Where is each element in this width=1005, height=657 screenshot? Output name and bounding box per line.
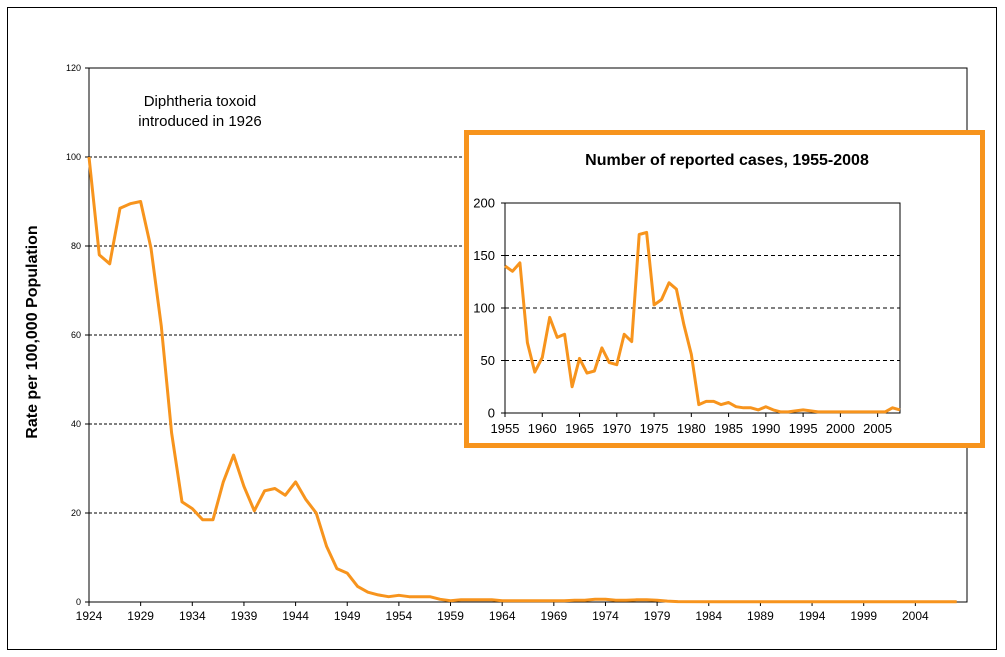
- chart-frame: [7, 7, 997, 650]
- inset-x-tick-label: 1970: [602, 421, 631, 436]
- annotation-line-1: Diphtheria toxoid: [144, 93, 257, 110]
- main-y-tick-label: 80: [71, 241, 81, 251]
- inset-x-tick-label: 1960: [528, 421, 557, 436]
- main-x-tick-label: 1994: [799, 609, 826, 623]
- y-axis-label: Rate per 100,000 Population: [24, 225, 41, 438]
- main-x-tick-label: 1939: [231, 609, 258, 623]
- inset-y-tick-labels: 0 50 100 150 200: [473, 196, 505, 421]
- main-x-tick-label: 1989: [747, 609, 774, 623]
- main-x-tick-label: 1944: [282, 609, 309, 623]
- inset-x-tick-label: 1965: [565, 421, 594, 436]
- inset-x-tick-label: 1995: [789, 421, 818, 436]
- main-x-tick-label: 1934: [179, 609, 206, 623]
- main-x-tick-label: 2004: [902, 609, 929, 623]
- main-x-tick-label: 1999: [850, 609, 877, 623]
- inset-x-tick-labels: 1955 1960 1965 1970 1975 1980 1985 1990 1995 2000…: [491, 413, 892, 436]
- main-x-tick-labels: 1924 1929 1934 1939 1944 1949 1954 1959 1964 1969…: [76, 602, 929, 623]
- main-x-tick-label: 1954: [386, 609, 413, 623]
- main-x-tick-label: 1979: [644, 609, 671, 623]
- inset-x-tick-label: 2000: [826, 421, 855, 436]
- inset-title: Number of reported cases, 1955-2008: [585, 152, 869, 169]
- inset-series-line: [504, 230, 901, 414]
- inset-gridlines: [505, 255, 900, 361]
- main-y-tick-label: 0: [76, 597, 81, 607]
- main-x-tick-label: 1959: [437, 609, 464, 623]
- main-x-tick-label: 1924: [76, 609, 103, 623]
- inset-y-tick-label: 50: [481, 353, 495, 368]
- main-y-tick-labels: 0 20 40 60 80 100 120: [66, 63, 89, 607]
- main-y-tick-label: 60: [71, 330, 81, 340]
- inset-y-tick-label: 150: [473, 248, 495, 263]
- inset-x-tick-label: 1975: [640, 421, 669, 436]
- inset-x-tick-label: 1985: [714, 421, 743, 436]
- main-x-tick-label: 1964: [489, 609, 516, 623]
- inset-chart: Number of reported cases, 1955-2008 0 50 1…: [464, 130, 985, 448]
- main-y-tick-label: 20: [71, 508, 81, 518]
- inset-y-tick-label: 0: [488, 406, 495, 421]
- annotation-line-2: introduced in 1926: [138, 113, 261, 130]
- main-x-tick-label: 1974: [592, 609, 619, 623]
- inset-x-tick-label: 1990: [751, 421, 780, 436]
- main-x-tick-label: 1929: [127, 609, 154, 623]
- inset-y-tick-label: 200: [473, 196, 495, 211]
- main-x-tick-label: 1949: [334, 609, 361, 623]
- main-y-tick-label: 100: [66, 152, 81, 162]
- main-series-line: [87, 156, 957, 604]
- main-y-tick-label: 120: [66, 63, 81, 73]
- inset-x-tick-label: 2005: [863, 421, 892, 436]
- inset-y-tick-label: 100: [473, 301, 495, 316]
- inset-border: [464, 130, 985, 448]
- inset-x-tick-label: 1980: [677, 421, 706, 436]
- main-x-tick-label: 1969: [540, 609, 567, 623]
- main-x-tick-label: 1984: [695, 609, 722, 623]
- inset-x-tick-label: 1955: [491, 421, 520, 436]
- main-y-tick-label: 40: [71, 419, 81, 429]
